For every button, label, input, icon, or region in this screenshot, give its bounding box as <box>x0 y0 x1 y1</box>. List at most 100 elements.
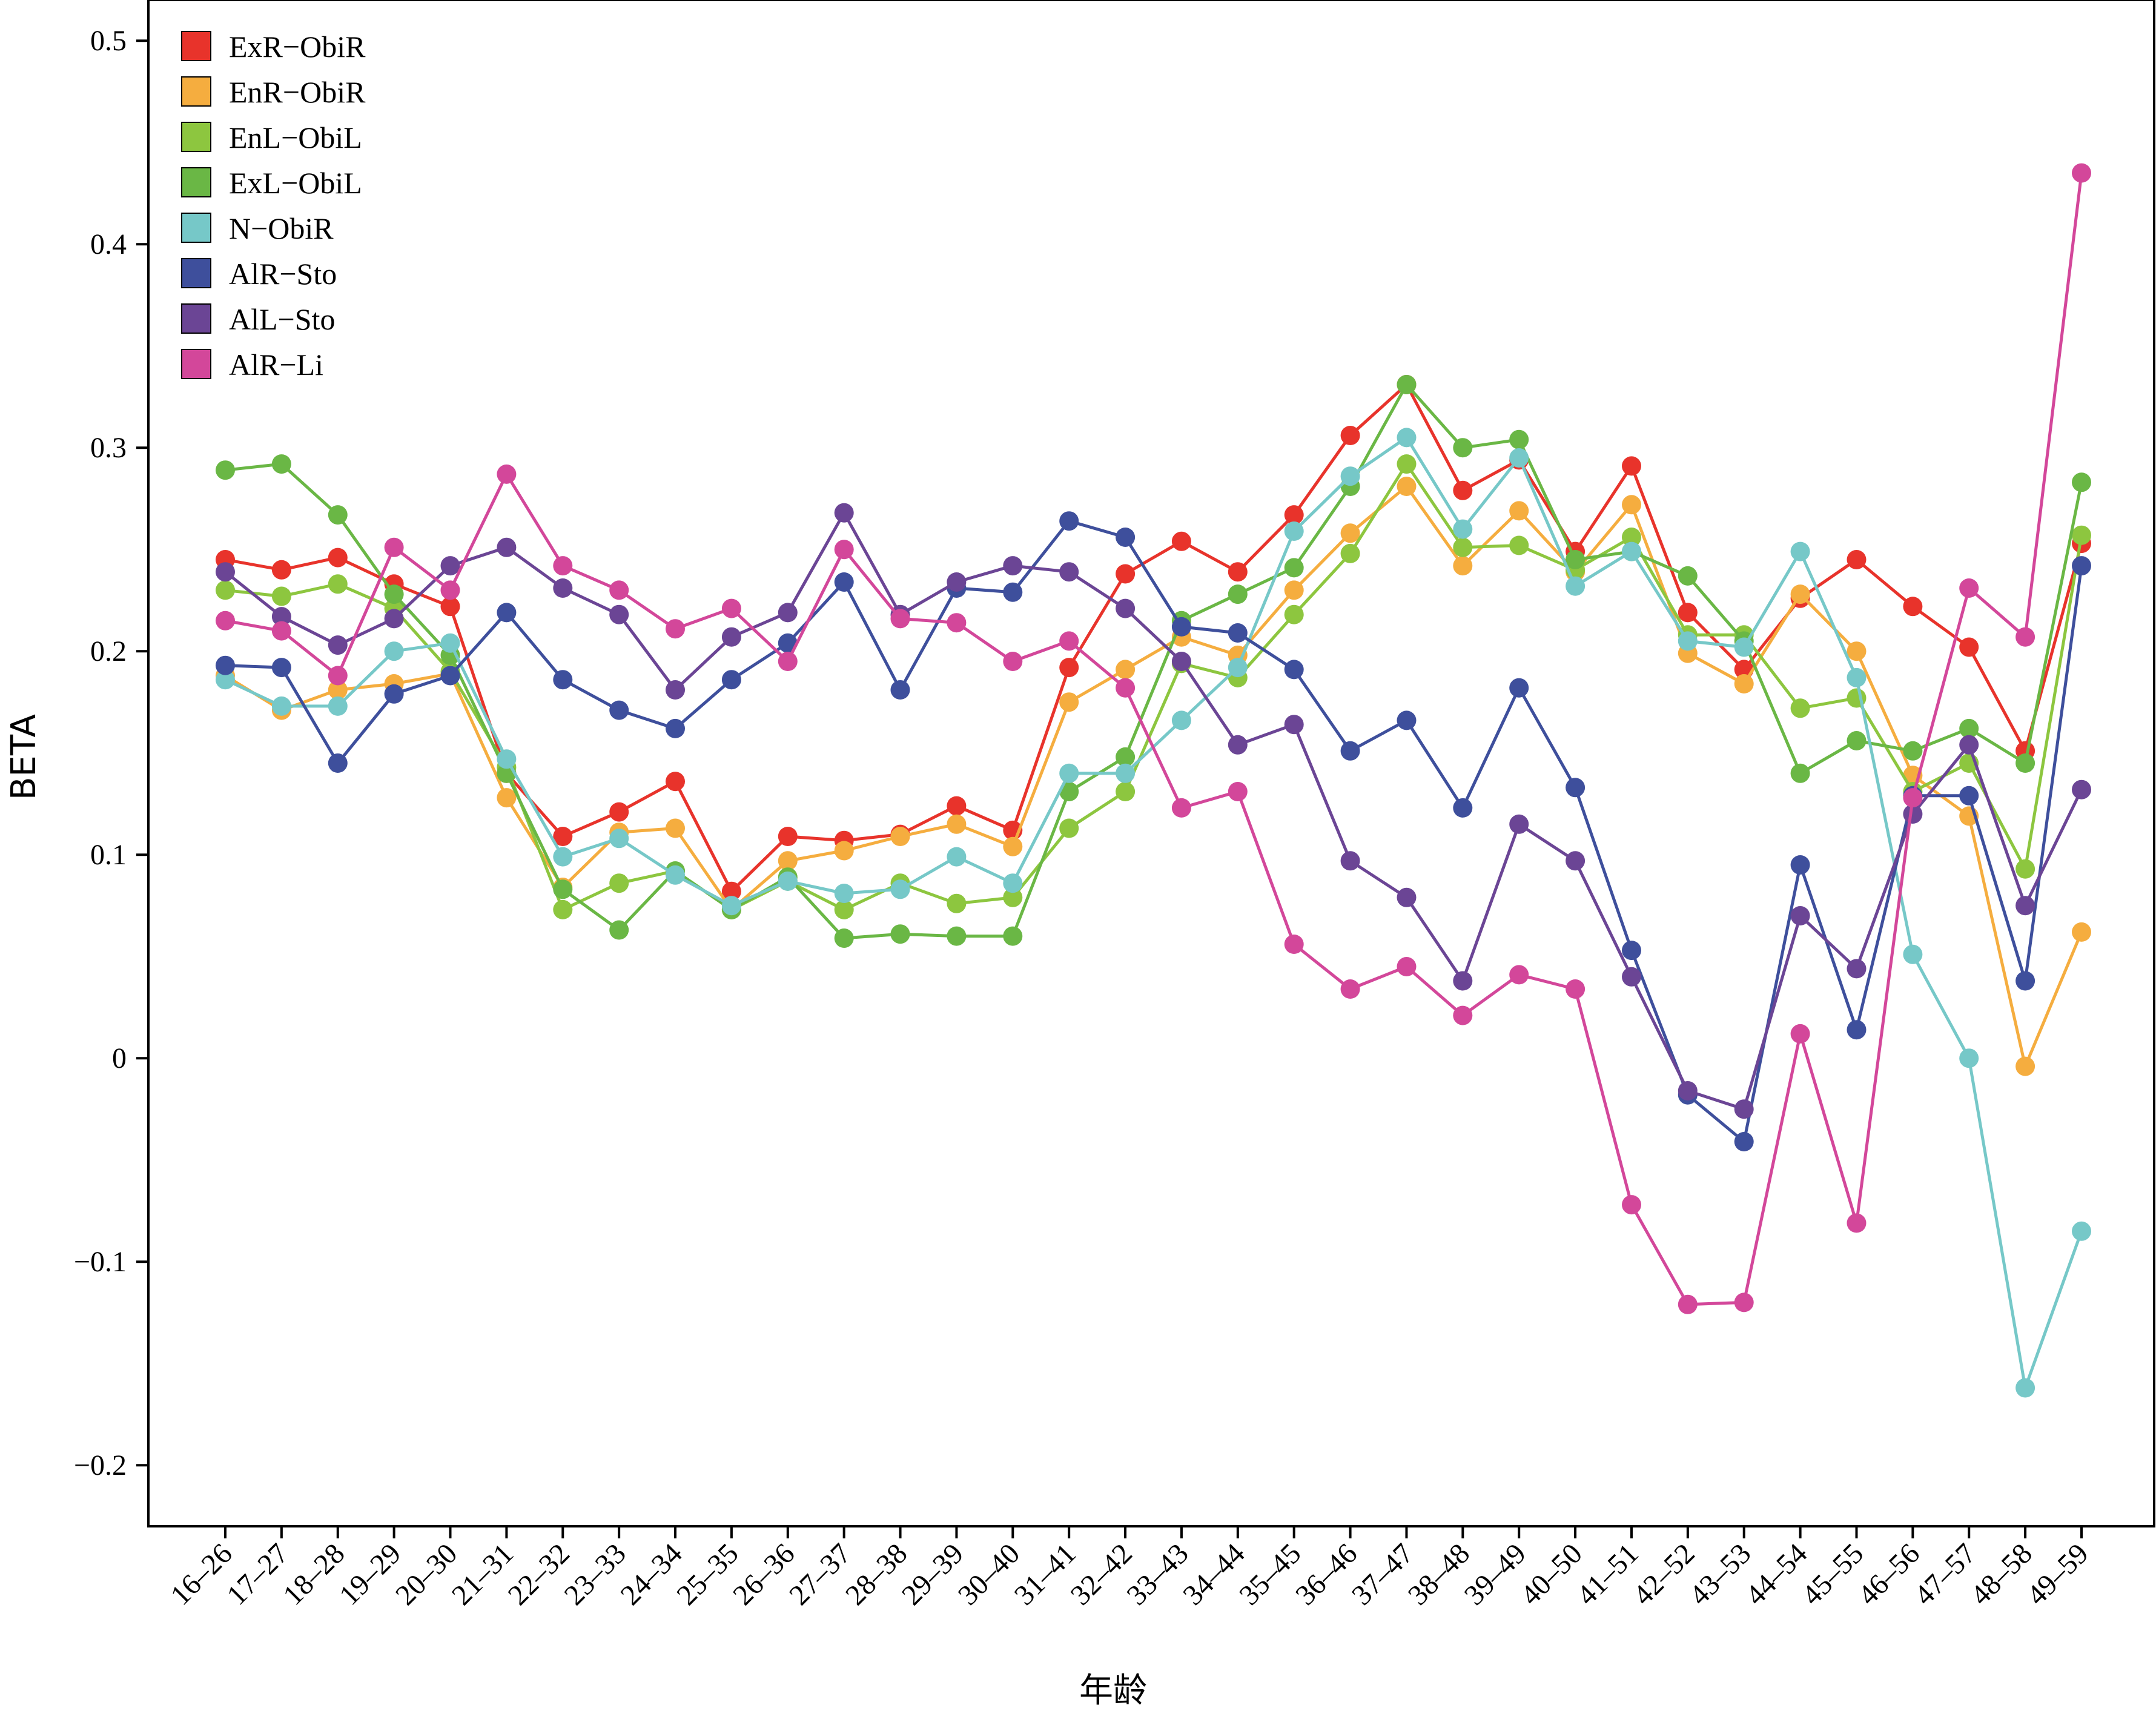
y-tick-label: 0.2 <box>90 635 127 667</box>
data-point <box>834 841 854 861</box>
data-point <box>271 658 291 678</box>
legend-swatch <box>181 303 211 334</box>
data-point <box>1003 836 1023 856</box>
data-point <box>1284 604 1304 624</box>
data-point <box>609 802 629 822</box>
data-point <box>666 818 685 838</box>
data-point <box>328 635 348 655</box>
data-point <box>721 627 741 647</box>
plot-frame <box>147 0 2155 1527</box>
data-point <box>1453 971 1473 991</box>
data-point <box>1566 778 1586 798</box>
data-point <box>1903 597 1923 617</box>
data-point <box>947 847 967 867</box>
data-point <box>440 556 460 576</box>
data-point <box>1397 454 1417 474</box>
x-tick-label: 30–40 <box>952 1537 1026 1611</box>
series-line <box>225 519 2083 1143</box>
x-axis-title: 年龄 <box>1079 1671 1147 1710</box>
x-tick-label: 17–27 <box>220 1537 294 1611</box>
data-point <box>440 666 460 686</box>
data-point <box>1003 873 1023 893</box>
data-point <box>1059 562 1079 582</box>
legend-swatch <box>181 167 211 197</box>
data-point <box>834 503 854 523</box>
x-tick-label: 44–54 <box>1739 1537 1813 1611</box>
data-point <box>890 609 910 629</box>
data-point <box>1734 637 1754 657</box>
data-point <box>553 847 573 867</box>
data-point <box>384 609 404 629</box>
data-point <box>216 655 235 675</box>
data-point <box>1509 429 1529 449</box>
data-point <box>609 604 629 624</box>
data-point <box>834 540 854 560</box>
data-point <box>497 749 517 769</box>
data-point <box>666 680 685 700</box>
data-point <box>1678 603 1698 623</box>
data-point <box>721 881 741 901</box>
data-point <box>271 621 291 641</box>
series-7 <box>216 163 2091 1314</box>
legend-swatch <box>181 213 211 243</box>
data-point <box>1509 448 1529 468</box>
data-point <box>1959 718 1979 738</box>
series-3 <box>216 375 2091 948</box>
series-1 <box>216 477 2091 1076</box>
data-point <box>1622 495 1641 515</box>
data-point <box>1228 584 1248 604</box>
data-point <box>328 696 348 716</box>
y-axis-title: BETA <box>4 714 44 800</box>
data-point <box>1566 979 1586 999</box>
series-line <box>224 511 2083 1111</box>
x-tick-label: 40–50 <box>1515 1537 1589 1611</box>
data-point <box>1959 637 1979 657</box>
x-tick-label: 24–34 <box>614 1537 688 1611</box>
data-point <box>1622 528 1641 547</box>
data-point <box>2072 525 2091 545</box>
data-point <box>834 884 854 903</box>
data-point <box>1959 1048 1979 1068</box>
x-tick-label: 34–44 <box>1177 1537 1251 1611</box>
data-point <box>1790 763 1810 783</box>
y-tick-label: 0.5 <box>90 25 127 57</box>
x-tick-label: 48–58 <box>1965 1537 2039 1611</box>
data-point <box>1003 887 1023 907</box>
data-point <box>890 827 910 846</box>
data-point <box>1116 660 1136 680</box>
data-point <box>609 700 629 720</box>
data-point <box>1397 428 1417 448</box>
data-point <box>216 460 235 480</box>
data-point <box>497 537 517 557</box>
data-point <box>1678 1081 1698 1100</box>
data-point <box>1340 741 1360 761</box>
data-point <box>1847 1020 1867 1040</box>
y-axis: 0.5 0.4 0.3 0.2 0.1 0 −0.1 −0.2 <box>74 25 148 1481</box>
data-point <box>1790 584 1810 604</box>
legend-label: AlR−Sto <box>229 257 337 291</box>
data-point <box>1847 550 1867 569</box>
data-point <box>890 680 910 700</box>
data-point <box>1171 710 1191 730</box>
data-point <box>440 633 460 653</box>
y-tick-label: 0.4 <box>90 228 127 260</box>
series-line <box>225 462 2083 912</box>
data-point <box>328 753 348 773</box>
data-point <box>1959 786 1979 806</box>
data-point <box>1622 1195 1641 1215</box>
data-point <box>384 641 404 661</box>
data-point <box>384 584 404 604</box>
data-point <box>1734 674 1754 693</box>
data-point <box>440 597 460 617</box>
data-point <box>1790 1024 1810 1044</box>
x-tick-label: 21–31 <box>446 1537 520 1611</box>
data-point <box>1453 798 1473 818</box>
y-tick-label: 0.1 <box>90 839 127 871</box>
data-point <box>1116 564 1136 584</box>
data-point <box>2015 627 2035 647</box>
data-point <box>1566 550 1586 569</box>
data-point <box>553 827 573 846</box>
data-point <box>2072 1221 2091 1241</box>
data-point <box>1397 375 1417 394</box>
